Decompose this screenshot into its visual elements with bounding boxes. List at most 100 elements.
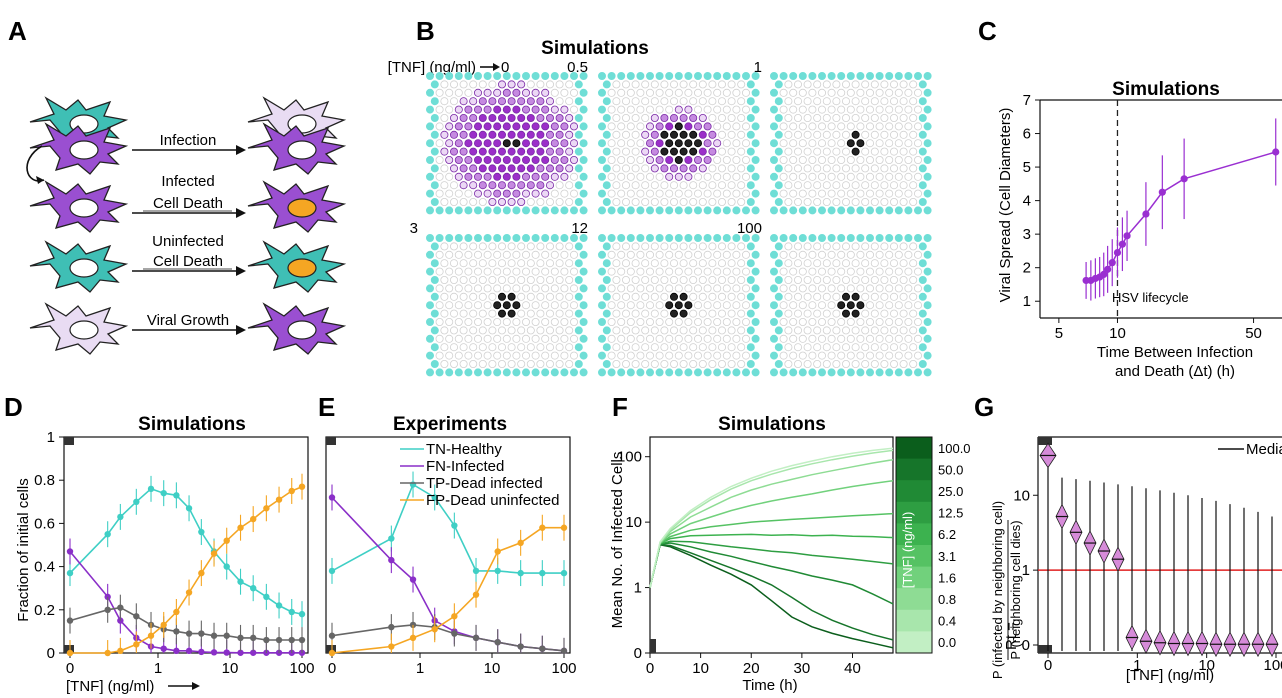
- grid-cell: [507, 242, 516, 251]
- grid-cell: [660, 292, 669, 301]
- grid-cell: [875, 301, 884, 310]
- grid-cell: [641, 259, 650, 268]
- grid-cell: [517, 242, 526, 251]
- grid-cell: [497, 242, 506, 251]
- grid-cell: [923, 72, 932, 81]
- grid-cell: [560, 172, 569, 181]
- data-point: [147, 632, 155, 639]
- data-point: [275, 496, 283, 503]
- grid-cell: [808, 206, 817, 215]
- y-tick-label: 100: [617, 449, 642, 466]
- series-line: [69, 606, 302, 641]
- data-point: [223, 632, 230, 639]
- grid-cell: [827, 351, 836, 360]
- grid-cell: [497, 326, 506, 335]
- grid-cell: [770, 233, 779, 242]
- grid-cell: [837, 250, 846, 259]
- data-point: [451, 613, 458, 620]
- grid-cell: [612, 97, 621, 106]
- grid-cell: [526, 164, 535, 173]
- grid-cell: [631, 242, 640, 251]
- grid-cell: [626, 189, 635, 198]
- grid-cell: [646, 72, 655, 81]
- grid-cell: [722, 317, 731, 326]
- grid-cell: [842, 147, 851, 156]
- grid-cell: [746, 326, 755, 335]
- corner-marker: [64, 437, 74, 445]
- grid-cell: [626, 284, 635, 293]
- grid-cell: [727, 147, 736, 156]
- grid-cell: [832, 259, 841, 268]
- grid-cell: [646, 368, 655, 377]
- grid-cell: [703, 368, 712, 377]
- legend-tp-dead-infected: TP-Dead infected: [426, 475, 543, 492]
- grid-cell: [473, 351, 482, 360]
- grid-cell: [636, 267, 645, 276]
- grid-cell: [846, 206, 855, 215]
- grid-cell: [641, 309, 650, 318]
- grid-cell: [650, 275, 659, 284]
- process-uninfected-label: Uninfected: [152, 233, 224, 250]
- grid-cell: [894, 267, 903, 276]
- x-tick-label: 0: [646, 660, 654, 677]
- grid-cell: [425, 122, 434, 131]
- simulation-grid: [598, 72, 760, 215]
- grid-cell: [909, 275, 918, 284]
- grid-cell: [536, 242, 545, 251]
- grid-cell: [880, 97, 889, 106]
- grid-cell: [818, 139, 827, 148]
- grid-cell: [689, 164, 698, 173]
- grid-cell: [784, 309, 793, 318]
- grid-cell: [445, 250, 454, 259]
- x-tick-label: 10: [1198, 657, 1215, 674]
- grid-cell: [866, 172, 875, 181]
- panel-d-ylabel: Fraction of initial cells: [15, 478, 32, 621]
- process-uninfected-death-label: Cell Death: [153, 253, 223, 270]
- grid-cell: [722, 206, 731, 215]
- grid-cell: [856, 206, 865, 215]
- grid-cell: [602, 343, 611, 352]
- grid-cell: [808, 189, 817, 198]
- grid-cell: [454, 284, 463, 293]
- grid-cell: [909, 130, 918, 139]
- grid-cell: [698, 114, 707, 123]
- data-point: [288, 636, 295, 644]
- grid-cell: [612, 359, 621, 368]
- grid-cell: [546, 359, 555, 368]
- grid-cell: [794, 309, 803, 318]
- colorbar-tick-label: 0.4: [938, 614, 956, 629]
- data-point: [431, 626, 438, 633]
- data-point: [237, 578, 244, 585]
- grid-cell: [875, 334, 884, 343]
- grid-cell: [641, 80, 650, 89]
- grid-cell: [598, 105, 607, 114]
- grid-cell: [631, 309, 640, 318]
- grid-cell: [703, 105, 712, 114]
- grid-cell: [904, 206, 913, 215]
- series-line: [649, 544, 894, 641]
- grid-cell: [497, 181, 506, 190]
- grid-cell: [531, 172, 540, 181]
- grid-cell: [565, 259, 574, 268]
- grid-cell: [718, 259, 727, 268]
- grid-cell: [818, 334, 827, 343]
- grid-cell: [694, 189, 703, 198]
- grid-cell: [856, 334, 865, 343]
- grid-cell: [483, 284, 492, 293]
- grid-cell: [430, 275, 439, 284]
- grid-cell: [488, 326, 497, 335]
- y-tick-label: 10: [1013, 487, 1030, 504]
- grid-cell: [842, 326, 851, 335]
- grid-cell: [742, 88, 751, 97]
- grid-cell: [674, 122, 683, 131]
- grid-cell: [694, 206, 703, 215]
- grid-cell: [493, 105, 502, 114]
- grid-cell: [493, 284, 502, 293]
- grid-cell: [914, 284, 923, 293]
- grid-cell: [469, 80, 478, 89]
- series-line: [649, 543, 894, 649]
- grid-cell: [813, 309, 822, 318]
- grid-cell: [626, 351, 635, 360]
- x-tick-label: 100: [289, 660, 314, 677]
- grid-cell: [574, 130, 583, 139]
